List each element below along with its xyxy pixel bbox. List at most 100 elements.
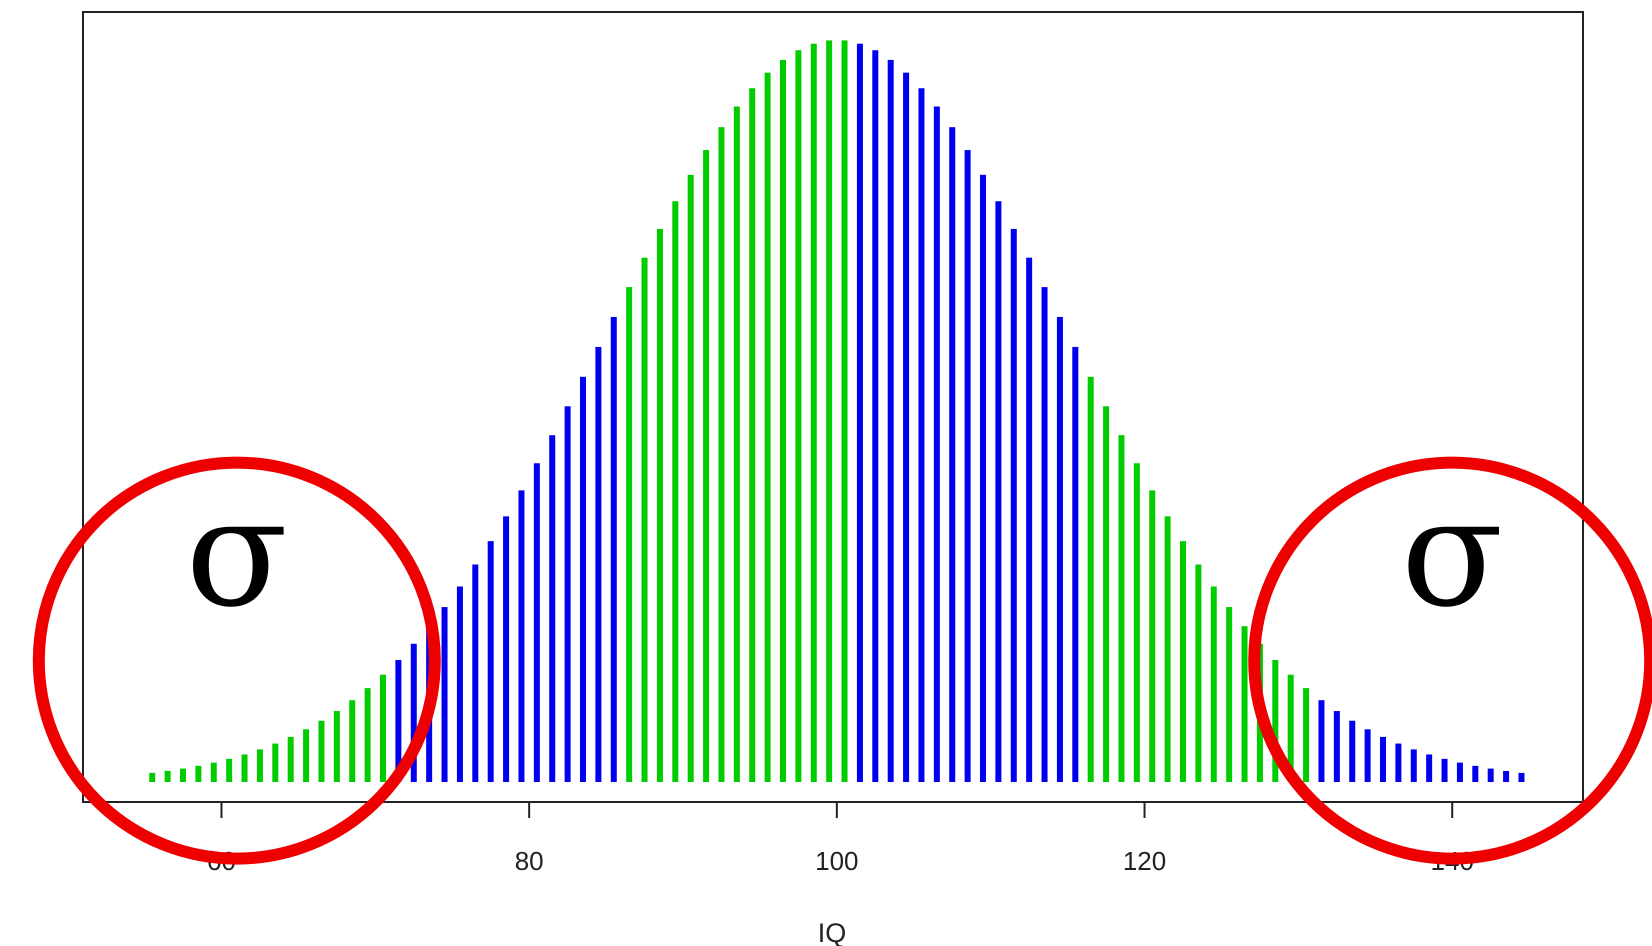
bar-iq-60.5: [226, 758, 233, 782]
bar-iq-93.5: [733, 106, 740, 782]
bar-iq-102.5: [872, 50, 879, 783]
bar-iq-100.5: [841, 40, 848, 783]
bar-iq-114.5: [1056, 316, 1063, 782]
x-axis-label: IQ: [818, 918, 847, 946]
bar-iq-63.5: [272, 743, 279, 782]
bar-iq-89.5: [672, 201, 679, 783]
bar-iq-129.5: [1287, 674, 1294, 782]
bar-iq-122.5: [1180, 541, 1186, 782]
highlight-circle-left: [32, 456, 441, 865]
sigma-symbol-right: σ: [1401, 467, 1503, 641]
bar-iq-141.5: [1472, 765, 1479, 782]
bar-iq-98.5: [810, 43, 817, 782]
bar-iq-113.5: [1041, 287, 1048, 782]
bar-iq-95.5: [764, 72, 771, 782]
bar-iq-105.5: [918, 88, 925, 783]
bar-iq-90.5: [687, 174, 694, 783]
bar-iq-56.5: [164, 770, 171, 782]
bar-iq-111.5: [1010, 228, 1017, 782]
bar-iq-86.5: [626, 287, 633, 782]
bar-iq-126.5: [1241, 626, 1248, 782]
bar-iq-138.5: [1426, 754, 1433, 782]
bar-iq-104.5: [903, 72, 910, 782]
bar-iq-131.5: [1318, 700, 1325, 782]
bar-iq-87.5: [641, 257, 648, 782]
bar-iq-66.5: [318, 720, 325, 782]
bar-iq-117.5: [1103, 406, 1110, 782]
bar-iq-64.5: [287, 736, 294, 782]
bar-iq-121.5: [1164, 516, 1171, 782]
bar-iq-67.5: [333, 711, 340, 782]
bar-iq-58.5: [195, 765, 202, 782]
bar-iq-101.5: [856, 43, 863, 782]
bar-iq-103.5: [887, 59, 894, 783]
bar-iq-137.5: [1410, 749, 1417, 782]
bar-iq-107.5: [949, 127, 956, 782]
bar-iq-79.5: [518, 490, 525, 782]
bar-iq-136.5: [1395, 743, 1402, 782]
x-tick-label-100: 100: [815, 846, 858, 876]
bar-iq-59.5: [210, 762, 217, 782]
bar-iq-78.5: [503, 516, 510, 782]
bar-iq-132.5: [1333, 711, 1340, 782]
bar-iq-68.5: [349, 700, 356, 782]
bar-iq-118.5: [1118, 435, 1125, 782]
bar-iq-75.5: [456, 586, 463, 782]
bar-iq-134.5: [1364, 729, 1371, 782]
bar-iq-81.5: [549, 435, 556, 782]
bar-iq-76.5: [472, 564, 479, 782]
bar-iq-124.5: [1210, 586, 1217, 782]
bar-iq-139.5: [1441, 758, 1448, 782]
bar-iq-115.5: [1072, 346, 1079, 782]
bar-iq-65.5: [303, 729, 310, 782]
bar-iq-125.5: [1226, 607, 1233, 782]
bar-iq-130.5: [1303, 688, 1310, 782]
bar-iq-108.5: [964, 150, 971, 782]
bar-iq-120.5: [1149, 490, 1156, 782]
bar-iq-69.5: [364, 688, 371, 782]
bar-iq-80.5: [533, 463, 540, 782]
bar-iq-97.5: [795, 50, 802, 783]
bar-iq-83.5: [580, 376, 586, 782]
bar-iq-85.5: [610, 316, 617, 782]
bar-iq-123.5: [1195, 564, 1202, 782]
x-tick-label-120: 120: [1123, 846, 1166, 876]
bar-iq-74.5: [441, 607, 448, 782]
bar-iq-135.5: [1380, 736, 1386, 782]
bar-iq-106.5: [933, 106, 940, 782]
bar-iq-99.5: [826, 40, 833, 783]
bar-iq-133.5: [1349, 720, 1356, 782]
bar-iq-144.5: [1518, 772, 1525, 782]
bar-iq-140.5: [1456, 762, 1463, 782]
bar-iq-77.5: [487, 541, 494, 782]
bar-iq-110.5: [995, 201, 1002, 783]
bar-iq-112.5: [1026, 257, 1033, 782]
bar-iq-91.5: [703, 150, 710, 782]
x-axis: 60 80 100 120 140: [207, 801, 1474, 876]
bar-iq-109.5: [980, 174, 986, 783]
bar-iq-72.5: [410, 643, 417, 782]
bar-iq-94.5: [749, 88, 756, 783]
bar-iq-88.5: [656, 228, 663, 782]
bar-iq-119.5: [1133, 463, 1140, 782]
bar-iq-62.5: [256, 749, 263, 782]
bar-iq-143.5: [1503, 770, 1510, 782]
bar-iq-128.5: [1272, 659, 1279, 782]
bar-iq-82.5: [564, 406, 571, 782]
bar-iq-142.5: [1487, 768, 1494, 782]
bar-iq-71.5: [395, 659, 402, 782]
bar-iq-92.5: [718, 127, 725, 782]
bar-iq-61.5: [241, 754, 248, 782]
bar-iq-55.5: [149, 772, 156, 782]
bar-iq-116.5: [1087, 376, 1094, 782]
bar-series: [149, 40, 1525, 783]
x-tick-label-80: 80: [515, 846, 544, 876]
bar-iq-70.5: [380, 674, 386, 782]
highlight-circle-right: [1248, 456, 1652, 865]
bar-iq-57.5: [180, 768, 186, 782]
bar-iq-84.5: [595, 346, 602, 782]
sigma-symbol-left: σ: [186, 467, 288, 641]
plot-frame: [82, 11, 1584, 803]
